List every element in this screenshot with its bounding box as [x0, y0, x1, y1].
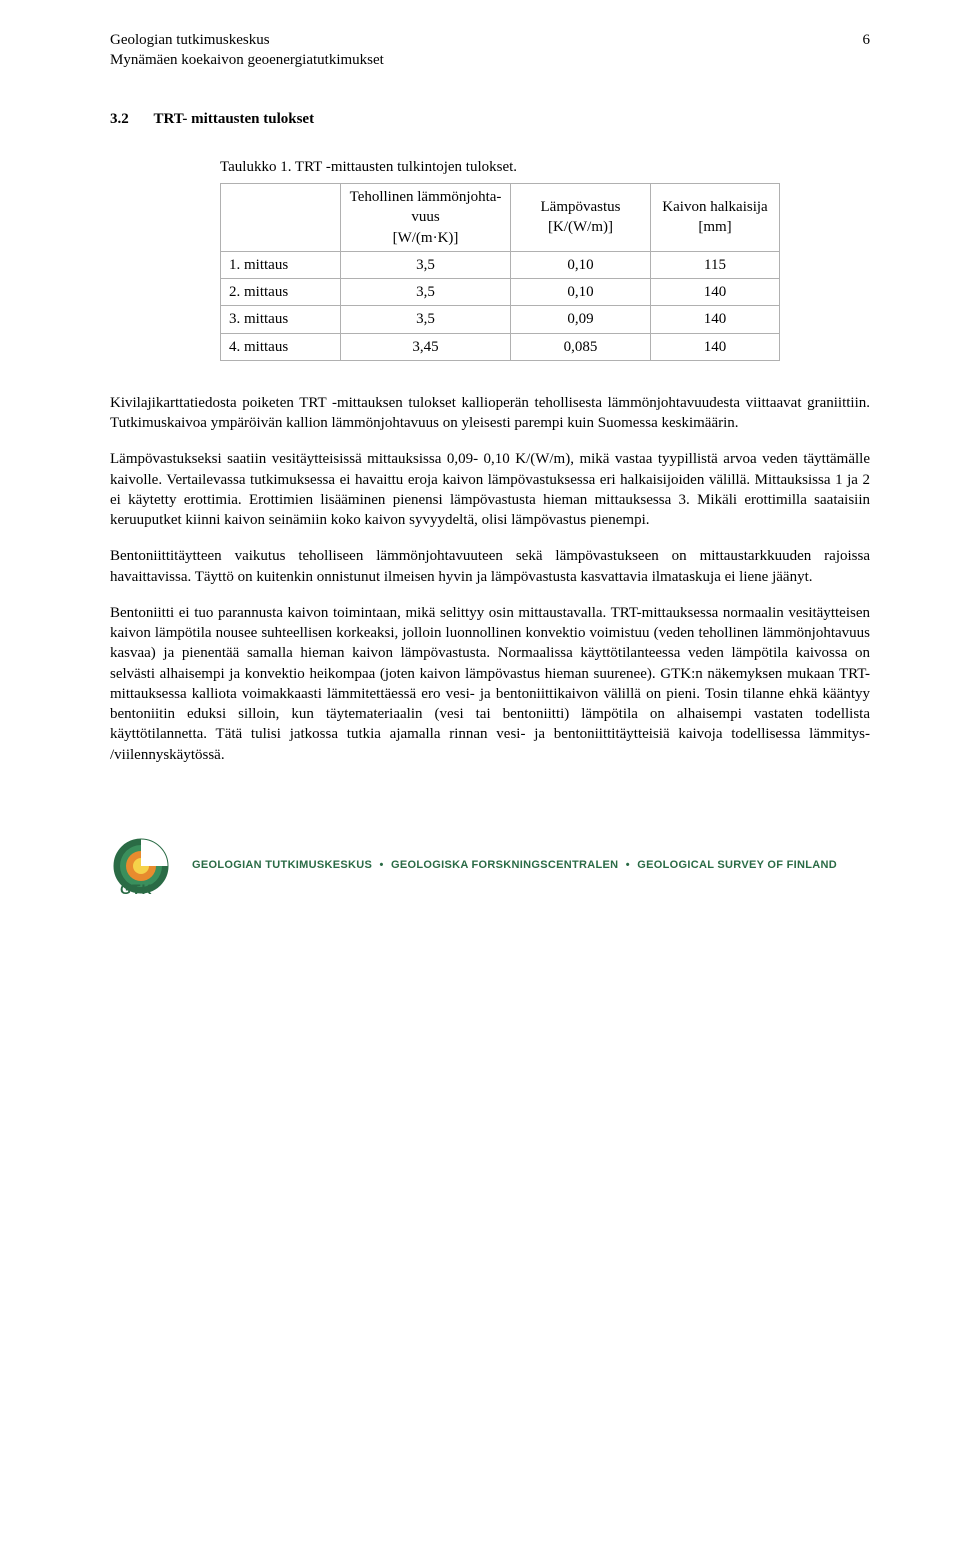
table-container: Taulukko 1. TRT -mittausten tulkintojen …	[220, 157, 870, 361]
footer-separator: •	[622, 859, 634, 871]
cell: 0,10	[511, 279, 651, 306]
footer-sv: GEOLOGISKA FORSKNINGSCENTRALEN	[391, 859, 618, 871]
footer-en: GEOLOGICAL SURVEY OF FINLAND	[637, 859, 837, 871]
page-number: 6	[863, 30, 871, 71]
col-header-blank	[221, 184, 341, 252]
table-caption: Taulukko 1. TRT -mittausten tulkintojen …	[220, 157, 870, 177]
table-row: 3. mittaus 3,5 0,09 140	[221, 306, 780, 333]
cell: 0,09	[511, 306, 651, 333]
row-label: 2. mittaus	[221, 279, 341, 306]
cell: 140	[651, 279, 780, 306]
cell: 140	[651, 333, 780, 360]
page-footer: GTK GEOLOGIAN TUTKIMUSKESKUS • GEOLOGISK…	[110, 835, 870, 897]
cell: 3,5	[341, 251, 511, 278]
gtk-logo-icon: GTK	[110, 835, 172, 897]
footer-org-line: GEOLOGIAN TUTKIMUSKESKUS • GEOLOGISKA FO…	[192, 858, 837, 873]
table-header-row: Tehollinen lämmönjohta-vuus [W/(m·K)] Lä…	[221, 184, 780, 252]
body-paragraph: Bentoniittitäytteen vaikutus teholliseen…	[110, 546, 870, 587]
section-title: TRT- mittausten tulokset	[153, 111, 314, 127]
table-row: 2. mittaus 3,5 0,10 140	[221, 279, 780, 306]
doc-title: Mynämäen koekaivon geoenergiatutkimukset	[110, 50, 384, 70]
body-paragraph: Lämpövastukseksi saatiin vesitäytteisiss…	[110, 449, 870, 530]
table-row: 4. mittaus 3,45 0,085 140	[221, 333, 780, 360]
cell: 0,10	[511, 251, 651, 278]
section-number: 3.2	[110, 109, 150, 129]
section-heading: 3.2 TRT- mittausten tulokset	[110, 109, 870, 129]
cell: 115	[651, 251, 780, 278]
footer-fi: GEOLOGIAN TUTKIMUSKESKUS	[192, 859, 372, 871]
header-left: Geologian tutkimuskeskus Mynämäen koekai…	[110, 30, 384, 71]
col-header-diameter: Kaivon halkaisija [mm]	[651, 184, 780, 252]
org-name: Geologian tutkimuskeskus	[110, 30, 384, 50]
cell: 140	[651, 306, 780, 333]
row-label: 3. mittaus	[221, 306, 341, 333]
cell: 3,5	[341, 306, 511, 333]
page-header: Geologian tutkimuskeskus Mynämäen koekai…	[110, 30, 870, 71]
table-row: 1. mittaus 3,5 0,10 115	[221, 251, 780, 278]
gtk-brand-text: GTK	[120, 880, 153, 899]
col-header-resistance: Lämpövastus [K/(W/m)]	[511, 184, 651, 252]
cell: 3,45	[341, 333, 511, 360]
row-label: 4. mittaus	[221, 333, 341, 360]
footer-separator: •	[376, 859, 388, 871]
cell: 3,5	[341, 279, 511, 306]
body-paragraph: Bentoniitti ei tuo parannusta kaivon toi…	[110, 603, 870, 765]
row-label: 1. mittaus	[221, 251, 341, 278]
body-paragraph: Kivilajikarttatiedosta poiketen TRT -mit…	[110, 393, 870, 434]
results-table: Tehollinen lämmönjohta-vuus [W/(m·K)] Lä…	[220, 183, 780, 361]
col-header-conductivity: Tehollinen lämmönjohta-vuus [W/(m·K)]	[341, 184, 511, 252]
cell: 0,085	[511, 333, 651, 360]
